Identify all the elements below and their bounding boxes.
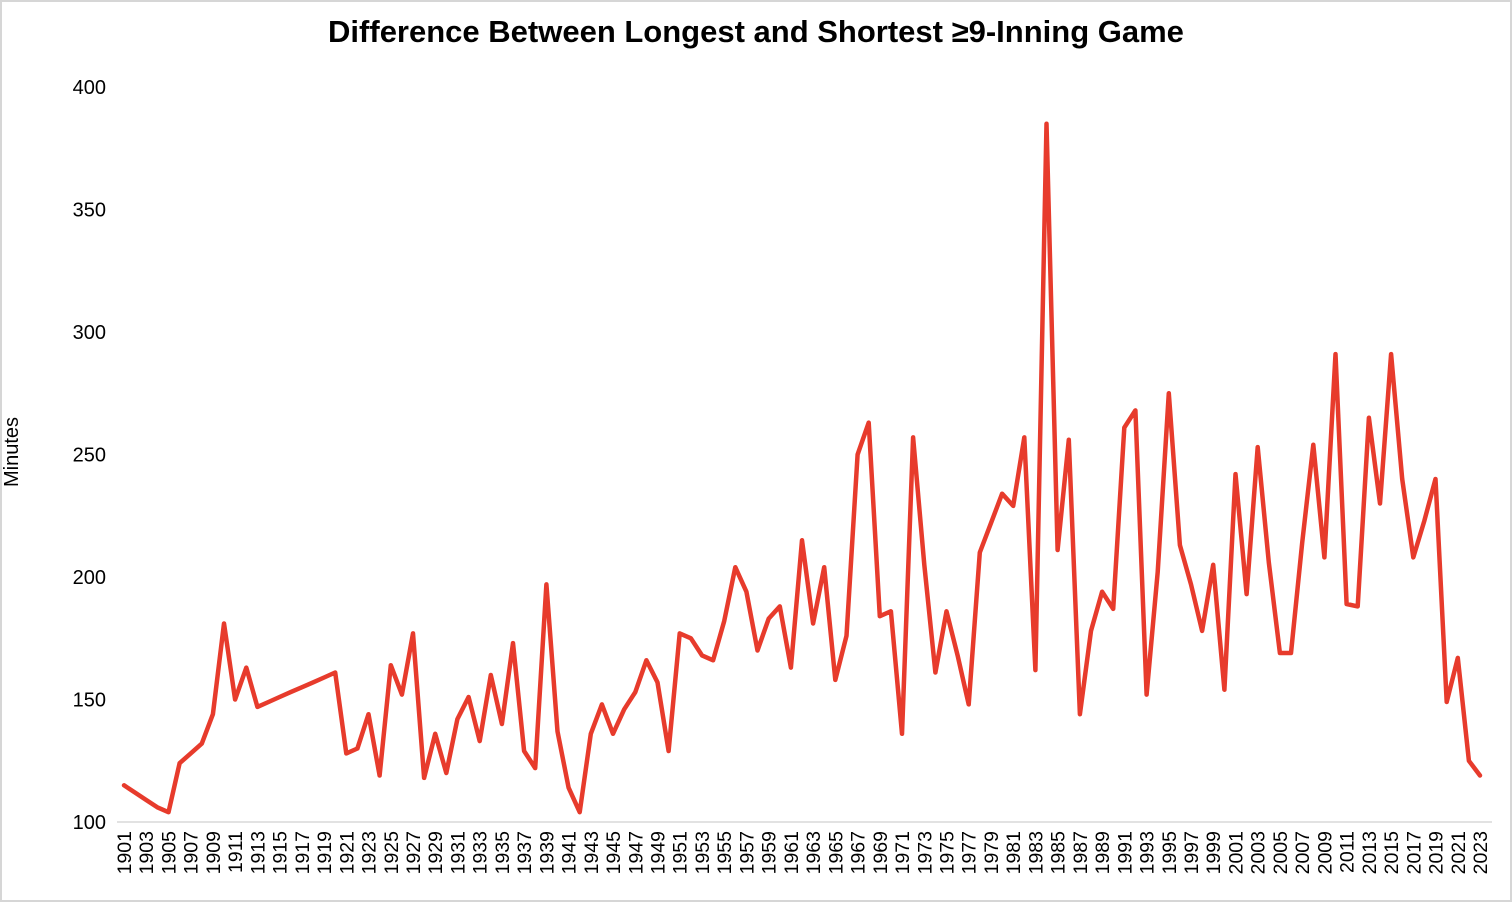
chart-title: Difference Between Longest and Shortest … [328, 14, 1184, 49]
x-tick-label: 1969 [870, 831, 892, 874]
y-tick-label: 300 [73, 322, 106, 344]
x-tick-label: 1927 [403, 831, 425, 874]
x-tick-label: 2015 [1381, 831, 1403, 875]
x-tick-label: 1999 [1203, 831, 1225, 874]
x-tick-label: 1977 [959, 831, 981, 874]
x-tick-label: 2011 [1337, 831, 1359, 873]
x-tick-label: 1935 [492, 831, 514, 875]
x-tick-label: 1961 [781, 831, 803, 874]
x-tick-label: 1979 [981, 831, 1003, 874]
x-tick-label: 1943 [581, 831, 603, 874]
x-tick-label: 1923 [359, 831, 381, 874]
x-tick-label: 1971 [892, 831, 914, 874]
x-tick-label: 1951 [670, 831, 692, 874]
x-tick-label: 1949 [648, 831, 670, 874]
y-tick-label: 250 [73, 445, 106, 467]
x-tick-label: 1963 [803, 831, 825, 874]
x-tick-label: 1957 [736, 831, 758, 874]
x-tick-label: 1965 [825, 831, 847, 875]
x-tick-label: 1911 [225, 831, 247, 873]
x-tick-label: 1985 [1048, 831, 1070, 875]
x-tick-label: 1929 [425, 831, 447, 874]
data-line [121, 121, 1483, 815]
x-tick-label: 1915 [270, 831, 292, 875]
x-tick-label: 1925 [381, 831, 403, 875]
x-tick-label: 1981 [1003, 831, 1025, 874]
x-tick-label: 1959 [759, 831, 781, 874]
x-tick-label: 1931 [447, 831, 469, 874]
x-tick-label: 1993 [1137, 831, 1159, 874]
x-tick-label: 1955 [714, 831, 736, 875]
x-tick-label: 1919 [314, 831, 336, 874]
x-tick-label: 1997 [1181, 831, 1203, 874]
x-tick-label: 1913 [247, 831, 269, 874]
y-tick-label: 350 [73, 200, 106, 222]
x-tick-label: 1937 [514, 831, 536, 874]
x-tick-label: 1953 [692, 831, 714, 874]
x-tick-label: 1967 [848, 831, 870, 874]
x-tick-label: 1987 [1070, 831, 1092, 874]
x-tick-label: 1945 [603, 831, 625, 875]
x-tick-label: 1983 [1025, 831, 1047, 874]
x-tick-label: 1973 [914, 831, 936, 874]
x-tick-label: 1939 [536, 831, 558, 874]
x-tick-label: 1909 [203, 831, 225, 874]
y-tick-label: 150 [73, 690, 106, 712]
x-tick-label: 2019 [1426, 831, 1448, 874]
x-tick-label: 2017 [1403, 831, 1425, 874]
x-tick-label: 1989 [1092, 831, 1114, 874]
x-tick-label: 1947 [625, 831, 647, 874]
x-tick-label: 1975 [936, 831, 958, 875]
y-tick-label: 200 [73, 567, 106, 589]
x-tick-label: 2009 [1314, 831, 1336, 874]
x-tick-label: 1995 [1159, 831, 1181, 875]
x-tick-label: 1901 [114, 831, 136, 874]
x-tick-label: 1991 [1114, 831, 1136, 874]
x-tick-label: 1917 [292, 831, 314, 874]
x-tick-label: 2001 [1225, 831, 1247, 874]
x-tick-label: 1907 [181, 831, 203, 874]
x-tick-label: 2023 [1470, 831, 1492, 874]
y-tick-label: 100 [73, 812, 106, 834]
x-tick-label: 1905 [158, 831, 180, 875]
x-tick-label: 1941 [559, 831, 581, 874]
x-tick-label: 2013 [1359, 831, 1381, 874]
x-tick-label: 1903 [136, 831, 158, 874]
x-tick-label: 1921 [336, 831, 358, 874]
x-tick-label: 2007 [1292, 831, 1314, 874]
x-tick-label: 2005 [1270, 831, 1292, 875]
x-tick-label: 2003 [1248, 831, 1270, 874]
x-tick-label: 1933 [470, 831, 492, 874]
x-tick-label: 2021 [1448, 831, 1470, 874]
y-tick-label: 400 [73, 77, 106, 99]
